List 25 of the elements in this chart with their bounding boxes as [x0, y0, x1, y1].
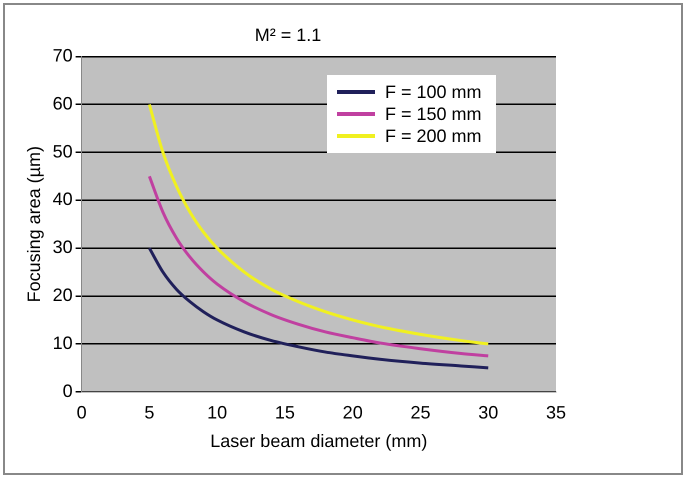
x-tick-label: 25 — [410, 402, 430, 423]
y-tick-label: 40 — [52, 189, 73, 210]
y-tick-label: 30 — [52, 237, 73, 258]
legend-label: F = 100 mm — [385, 80, 482, 103]
chart-title: M² = 1.1 — [254, 24, 322, 45]
legend-label: F = 200 mm — [385, 124, 482, 147]
x-axis-title: Laser beam diameter (mm) — [210, 431, 428, 452]
line-series — [148, 174, 490, 358]
x-tick-label: 30 — [478, 402, 498, 423]
y-tick-label: 70 — [52, 46, 73, 66]
y-axis-title: Focusing area (µm) — [24, 146, 44, 302]
legend-label: F = 150 mm — [385, 102, 482, 125]
line-series — [148, 102, 490, 346]
x-tick-label: 15 — [274, 402, 295, 423]
x-tick-label: 0 — [76, 402, 87, 423]
x-tick-label: 20 — [342, 402, 363, 423]
line-series — [148, 246, 490, 370]
y-tick-label: 0 — [62, 380, 73, 401]
y-tick-label: 60 — [52, 93, 73, 114]
y-tick-label: 50 — [52, 141, 73, 162]
y-tick-label: 10 — [52, 332, 73, 353]
x-tick-label: 10 — [207, 402, 228, 423]
y-tick-label: 20 — [52, 284, 73, 305]
x-tick-label: 5 — [144, 402, 154, 423]
x-tick-label: 35 — [546, 402, 566, 423]
